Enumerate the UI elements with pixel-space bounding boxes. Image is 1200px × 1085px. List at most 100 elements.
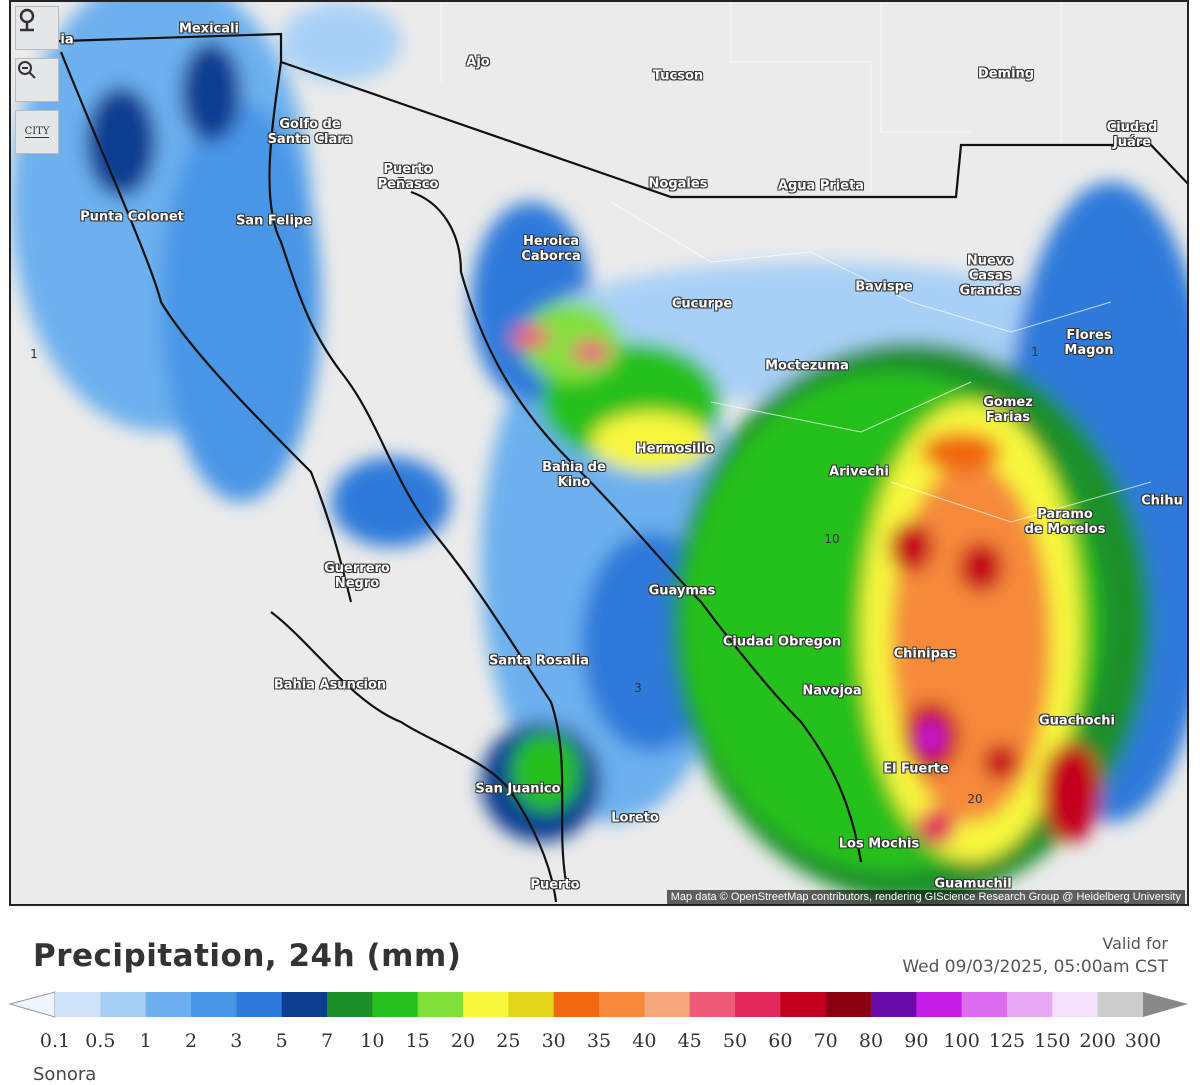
city-button-label: CITY <box>24 126 50 138</box>
legend-tick-label: 45 <box>677 1030 702 1052</box>
city-label: Bavispe <box>855 279 913 295</box>
city-label: Arivechi <box>829 464 889 480</box>
city-label: Guaymas <box>648 583 716 599</box>
city-label: Santa Rosalia <box>488 653 590 669</box>
contour-label: 1 <box>30 347 38 361</box>
legend-tick-label: 200 <box>1079 1030 1116 1052</box>
city-label: Mexicali <box>179 21 239 37</box>
coastlines <box>30 32 1187 903</box>
city-label: Puerto <box>530 877 580 893</box>
city-label: Nogales <box>648 176 708 192</box>
color-bin <box>916 992 963 1017</box>
city-label: Guerrero Negro <box>324 561 390 591</box>
city-label: Puerto Peñasco <box>377 162 439 192</box>
color-bin <box>689 992 736 1017</box>
legend-tick-label: 125 <box>988 1030 1026 1052</box>
zoom-out-button[interactable] <box>15 58 59 102</box>
legend-tick-label: 0.5 <box>85 1030 116 1052</box>
city-label: Loreto <box>611 810 659 826</box>
legend-tick-label: 1 <box>139 1030 152 1052</box>
legend-tick-label: 70 <box>813 1030 838 1052</box>
city-label: Ciudad Obregon <box>722 634 842 650</box>
city-label: Ciudad Juáre <box>1106 120 1158 150</box>
city-label: Guamuchil <box>934 876 1012 892</box>
city-label: Ajo <box>466 54 490 70</box>
city-label: Guachochi <box>1038 713 1116 729</box>
city-label: San Felipe <box>235 213 313 229</box>
city-label: Golfo de Santa Clara <box>267 117 353 147</box>
precip-field <box>11 2 1187 902</box>
color-bin <box>508 992 555 1017</box>
color-bin <box>145 992 192 1017</box>
map-layers <box>11 2 1187 903</box>
city-label: San Juanico <box>475 781 561 797</box>
city-label: Chihu <box>1141 493 1183 509</box>
city-label: Bahia Asuncion <box>273 677 387 693</box>
city-label: ia <box>60 32 74 48</box>
color-bar <box>8 991 1188 1018</box>
legend-title: Precipitation, 24h (mm) <box>33 938 462 974</box>
color-bin <box>191 992 237 1017</box>
color-bin <box>100 992 147 1017</box>
city-label: Paramo de Morelos <box>1024 507 1106 537</box>
legend-tick-label: 60 <box>768 1030 793 1052</box>
legend-tick-label: 50 <box>722 1030 748 1052</box>
color-bin <box>372 992 419 1017</box>
color-bin <box>553 992 600 1017</box>
city-label: Los Mochis <box>838 836 920 852</box>
over-arrow <box>1143 992 1188 1017</box>
city-label: Heroica Caborca <box>521 234 581 264</box>
city-label: Chinipas <box>893 646 957 662</box>
color-bin <box>236 992 283 1017</box>
legend-tick-label: 2 <box>184 1030 198 1052</box>
contour-label: 3 <box>634 681 642 695</box>
color-bin <box>599 992 645 1017</box>
contour-label: 20 <box>967 792 983 806</box>
legend-tick-label: 0.1 <box>39 1030 71 1052</box>
city-label: Agua Prieta <box>777 178 865 194</box>
color-bin <box>1097 992 1144 1017</box>
legend-tick-label: 35 <box>586 1030 612 1052</box>
contour-label: 10 <box>824 532 840 546</box>
color-bin <box>825 992 872 1017</box>
legend-tick-label: 25 <box>496 1030 521 1052</box>
color-bin <box>780 992 827 1017</box>
color-bin <box>644 992 691 1017</box>
city-label: Cucurpe <box>671 296 733 312</box>
color-bin <box>327 992 373 1017</box>
legend-tick-label: 20 <box>450 1030 476 1052</box>
city-label: Navojoa <box>802 683 862 699</box>
city-label: Tucson <box>652 68 704 84</box>
map[interactable]: Mexicali ia Ajo Tucson Deming Ciudad Juáre Gol… <box>9 0 1189 906</box>
valid-time: Wed 09/03/2025, 05:00am CST <box>902 957 1168 977</box>
contour-label: 1 <box>1031 345 1039 359</box>
attribution: Map data © OpenStreetMap contributors, r… <box>666 890 1185 904</box>
legend-tick-label: 100 <box>943 1030 980 1052</box>
city-label: Moctezuma <box>765 358 849 374</box>
region-name: Sonora <box>33 1064 97 1085</box>
city-label: El Fuerte <box>883 761 949 777</box>
color-bin <box>871 992 917 1017</box>
legend-tick-label: 30 <box>541 1030 566 1052</box>
color-bin <box>1052 992 1099 1017</box>
city-label: Hermosillo <box>635 441 715 457</box>
under-arrow <box>8 991 56 1018</box>
city-button[interactable]: CITY <box>15 110 59 154</box>
color-bin <box>281 992 328 1017</box>
admin-borders <box>440 2 1152 523</box>
legend-tick-label: 15 <box>405 1030 430 1052</box>
valid-label: Valid for <box>1102 934 1168 953</box>
city-label: Nuevo Casas Grandes <box>959 253 1021 299</box>
color-bin <box>417 992 464 1017</box>
city-label: Flores Magon <box>1064 328 1114 358</box>
legend-tick-label: 80 <box>858 1030 884 1052</box>
locate-button[interactable] <box>15 6 59 50</box>
city-label: Deming <box>977 66 1035 82</box>
city-label: Bahia de Kino <box>542 460 606 490</box>
color-bin <box>463 992 509 1017</box>
legend-tick-label: 150 <box>1034 1030 1071 1052</box>
legend-tick-label: 90 <box>904 1030 929 1052</box>
legend-tick-label: 300 <box>1124 1030 1162 1052</box>
legend-tick-label: 7 <box>320 1030 334 1052</box>
